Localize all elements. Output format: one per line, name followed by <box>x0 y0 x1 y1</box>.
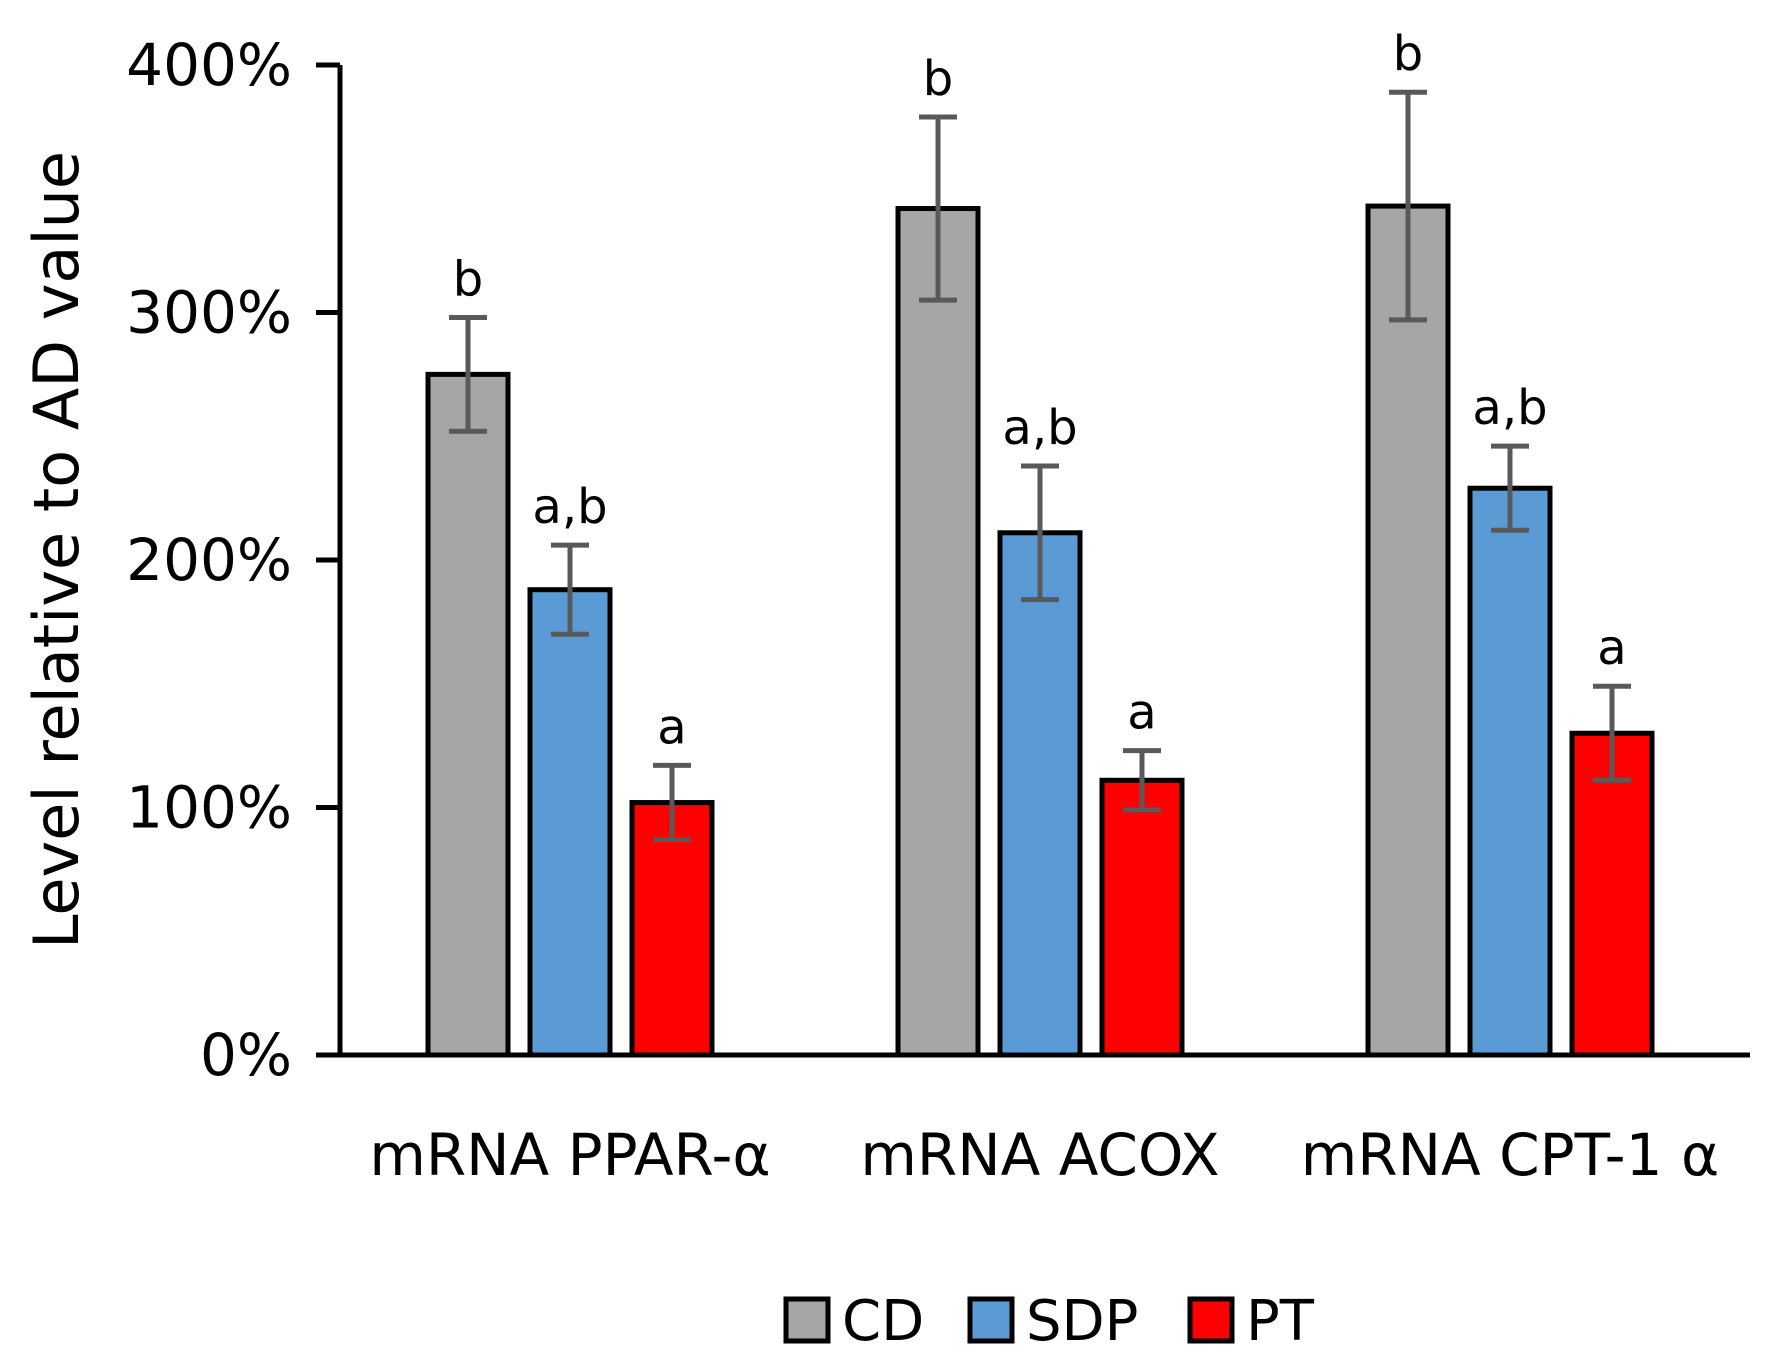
bars-layer: b a,b a b a,b a b a,b a <box>425 26 1655 1058</box>
significance-label: a <box>1597 620 1626 676</box>
x-category-label: mRNA CPT-1 α <box>1301 1121 1719 1189</box>
y-tick-label: 0% <box>200 1021 292 1089</box>
bar-sdp <box>997 530 1083 1058</box>
y-tick-layer: 0% 100% 200% 300% 400% <box>126 31 340 1089</box>
bar-cd <box>1365 203 1451 1058</box>
significance-label: a,b <box>1472 380 1547 436</box>
legend-label: SDP <box>1026 1289 1138 1354</box>
y-tick-label: 200% <box>126 526 292 594</box>
axis-layer <box>337 65 1750 1058</box>
bar-pt <box>1099 777 1185 1058</box>
x-category-label: mRNA PPAR-α <box>369 1121 770 1189</box>
legend: CD SDP PT <box>783 1289 1315 1354</box>
bar-cd <box>425 371 511 1058</box>
legend-swatch-pt <box>1187 1296 1235 1344</box>
legend-swatch-cd <box>783 1296 831 1344</box>
significance-label: b <box>453 251 483 307</box>
significance-label: a,b <box>532 479 607 535</box>
bar-sdp <box>527 587 613 1058</box>
y-tick-label: 100% <box>126 774 292 842</box>
significance-label: a,b <box>1002 400 1077 456</box>
bar-sdp <box>1467 485 1553 1058</box>
significance-label: b <box>923 51 953 107</box>
bar-cd <box>895 206 981 1058</box>
y-tick-label: 300% <box>126 279 292 347</box>
y-axis-title: Level relative to AD value <box>20 151 93 949</box>
y-tick-label: 400% <box>126 31 292 99</box>
x-category-label: mRNA ACOX <box>860 1121 1219 1189</box>
legend-label: PT <box>1246 1289 1315 1354</box>
bar-pt <box>629 800 715 1058</box>
legend-swatch-sdp <box>967 1296 1015 1344</box>
bar-pt <box>1569 730 1655 1058</box>
significance-label: a <box>1127 685 1156 741</box>
significance-label: b <box>1393 26 1423 82</box>
legend-label: CD <box>842 1289 924 1354</box>
category-labels: mRNA PPAR-α mRNA ACOX mRNA CPT-1 α <box>369 1121 1719 1189</box>
significance-label: a <box>657 699 686 755</box>
